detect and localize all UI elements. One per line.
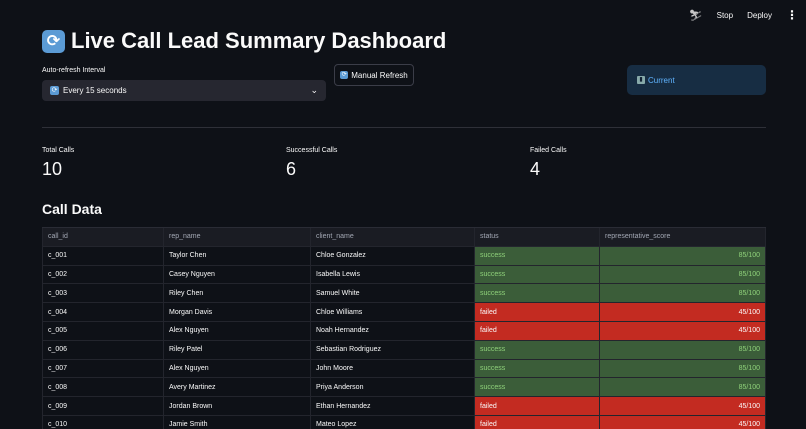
chevron-down-icon: ⌄	[310, 85, 318, 95]
table-cell[interactable]: Isabella Lewis	[311, 265, 475, 284]
metric-value: 6	[286, 159, 297, 179]
app-toolbar: ⛷ Stop Deploy ⋮	[689, 8, 798, 22]
table-row: c_002 Casey Nguyen Isabella Lewis success 85…	[42, 265, 766, 285]
table-row: c_008 Avery Martinez Priya Anderson success…	[42, 378, 766, 398]
table-cell[interactable]: Jordan Brown	[164, 397, 311, 415]
table-row: c_009 Jordan Brown Ethan Hernandez failed 45…	[42, 397, 766, 416]
table-cell[interactable]: 85/100	[600, 340, 766, 359]
column-header[interactable]: status	[475, 228, 600, 246]
table-cell[interactable]: success	[475, 265, 600, 284]
table-cell[interactable]: c_001	[42, 246, 164, 265]
current-info-label: Current	[648, 75, 675, 85]
table-cell[interactable]: c_002	[42, 265, 164, 284]
table-cell[interactable]: Taylor Chen	[164, 246, 311, 265]
metric-total-calls: Total Calls 10	[42, 147, 74, 180]
table-cell[interactable]: Casey Nguyen	[164, 265, 311, 284]
stop-button[interactable]: Stop	[716, 10, 734, 20]
metric-label: Failed Calls	[530, 147, 567, 154]
table-row: c_005 Alex Nguyen Noah Hernandez failed 45/1…	[42, 321, 766, 341]
table-cell[interactable]: c_008	[42, 378, 164, 397]
running-man-icon: ⛷	[688, 9, 703, 22]
bar-chart-icon: ▮	[637, 76, 645, 84]
table-cell[interactable]: success	[475, 340, 600, 359]
table-cell[interactable]: Mateo Lopez	[311, 415, 475, 429]
metric-value: 4	[530, 159, 541, 179]
table-cell[interactable]: 85/100	[600, 265, 766, 284]
interval-select-value: Every 15 seconds	[63, 86, 127, 95]
table-cell[interactable]: c_009	[42, 397, 164, 415]
table-cell[interactable]: Chloe Williams	[311, 303, 475, 321]
interval-select[interactable]: ⟳ Every 15 seconds ⌄	[42, 80, 326, 101]
table-cell[interactable]: Sebastian Rodriguez	[311, 340, 475, 359]
table-cell[interactable]: failed	[475, 415, 600, 429]
metric-value: 10	[42, 159, 63, 179]
table-cell[interactable]: Morgan Davis	[164, 303, 311, 321]
table-row: c_004 Morgan Davis Chloe Williams failed 45/…	[42, 303, 766, 322]
table-cell[interactable]: c_006	[42, 340, 164, 359]
table-cell[interactable]: Alex Nguyen	[164, 321, 311, 340]
table-cell[interactable]: Riley Chen	[164, 284, 311, 303]
metric-successful-calls: Successful Calls 6	[286, 147, 337, 180]
metric-label: Successful Calls	[286, 147, 338, 154]
table-row: c_007 Alex Nguyen John Moore success 85/100	[42, 359, 766, 379]
column-header[interactable]: representative_score	[600, 228, 766, 246]
interval-label: Auto-refresh Interval	[42, 67, 106, 74]
table-cell[interactable]: c_005	[42, 321, 164, 340]
table-cell[interactable]: Samuel White	[311, 284, 475, 303]
refresh-icon: ⟳	[42, 29, 65, 53]
table-cell[interactable]: failed	[475, 303, 600, 321]
table-cell[interactable]: 85/100	[600, 246, 766, 265]
table-cell[interactable]: c_004	[42, 303, 164, 321]
table-cell[interactable]: Priya Anderson	[311, 378, 475, 397]
table-cell[interactable]: success	[475, 246, 600, 265]
deploy-button[interactable]: Deploy	[747, 10, 772, 20]
current-info-box: ▮ Current	[627, 65, 766, 95]
table-cell[interactable]: success	[475, 378, 600, 397]
table-cell[interactable]: Riley Patel	[164, 340, 311, 359]
table-cell[interactable]: Ethan Hernandez	[311, 397, 475, 415]
table-cell[interactable]: 45/100	[600, 303, 766, 321]
column-header[interactable]: client_name	[311, 228, 475, 246]
refresh-icon: ⟳	[50, 86, 59, 95]
table-cell[interactable]: 45/100	[600, 397, 766, 415]
table-cell[interactable]: c_003	[42, 284, 164, 303]
table-cell[interactable]: Jamie Smith	[164, 415, 311, 429]
table-cell[interactable]: success	[475, 284, 600, 303]
call-data-table[interactable]: call_id rep_name client_name status repr…	[42, 227, 766, 429]
column-header[interactable]: call_id	[42, 228, 164, 246]
table-row: c_010 Jamie Smith Mateo Lopez failed 45/100	[42, 415, 766, 429]
table-cell[interactable]: failed	[475, 397, 600, 415]
manual-refresh-button[interactable]: ⟳ Manual Refresh	[334, 64, 414, 86]
table-cell[interactable]: Chloe Gonzalez	[311, 246, 475, 265]
table-cell[interactable]: Alex Nguyen	[164, 359, 311, 378]
table-cell[interactable]: 45/100	[600, 321, 766, 340]
table-cell[interactable]: 85/100	[600, 284, 766, 303]
manual-refresh-label: Manual Refresh	[351, 70, 408, 80]
table-header-row: call_id rep_name client_name status repr…	[42, 228, 766, 247]
table-cell[interactable]: Avery Martinez	[164, 378, 311, 397]
page-title: ⟳ Live Call Lead Summary Dashboard	[42, 28, 446, 54]
table-cell[interactable]: failed	[475, 321, 600, 340]
table-cell[interactable]: c_007	[42, 359, 164, 378]
table-cell[interactable]: 85/100	[600, 359, 766, 378]
column-header[interactable]: rep_name	[164, 228, 311, 246]
table-cell[interactable]: 85/100	[600, 378, 766, 397]
refresh-icon: ⟳	[340, 71, 349, 79]
table-row: c_001 Taylor Chen Chloe Gonzalez success 85/…	[42, 246, 766, 266]
table-cell[interactable]: success	[475, 359, 600, 378]
table-cell[interactable]: 45/100	[600, 415, 766, 429]
main-menu-icon[interactable]: ⋮	[786, 8, 798, 22]
divider	[42, 127, 766, 128]
section-title: Call Data	[42, 201, 102, 217]
table-row: c_006 Riley Patel Sebastian Rodriguez succe…	[42, 340, 766, 360]
metric-label: Total Calls	[42, 147, 75, 154]
metric-failed-calls: Failed Calls 4	[530, 147, 567, 180]
table-cell[interactable]: c_010	[42, 415, 164, 429]
page-title-text: Live Call Lead Summary Dashboard	[71, 28, 447, 53]
table-row: c_003 Riley Chen Samuel White success 85/100	[42, 284, 766, 304]
table-cell[interactable]: Noah Hernandez	[311, 321, 475, 340]
table-cell[interactable]: John Moore	[311, 359, 475, 378]
